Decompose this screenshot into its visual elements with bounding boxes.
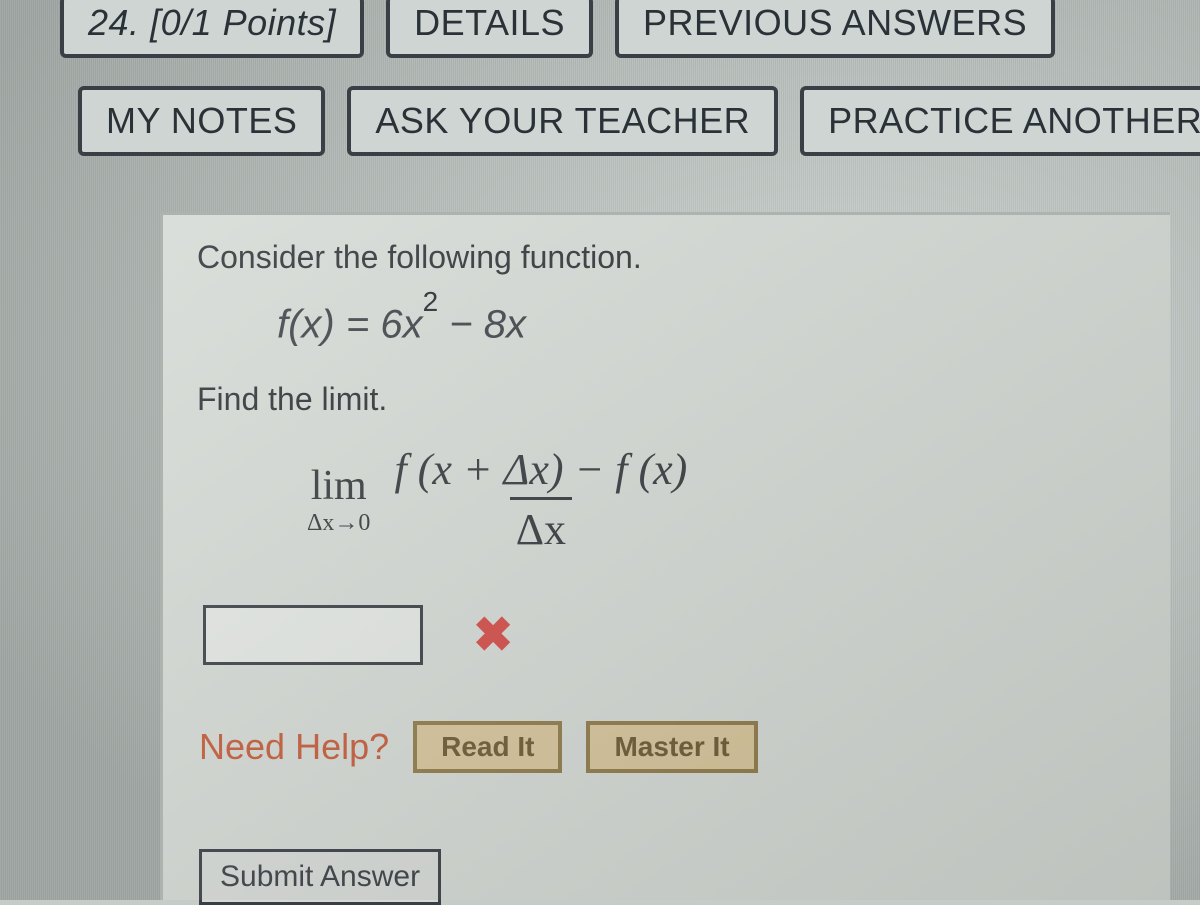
previous-answers-button[interactable]: PREVIOUS ANSWERS	[615, 0, 1055, 58]
submit-answer-button[interactable]: Submit Answer	[199, 849, 441, 905]
practice-another-button[interactable]: PRACTICE ANOTHER	[800, 86, 1200, 156]
question-prompt: Consider the following function.	[197, 239, 1146, 276]
question-number: 24.	[88, 2, 140, 44]
subprompt: Find the limit.	[197, 381, 1146, 418]
top-row-2: MY NOTES ASK YOUR TEACHER PRACTICE ANOTH…	[78, 86, 1200, 156]
answer-row: ✖	[203, 605, 1146, 665]
limit-fraction: f (x + Δx) − f (x) Δx	[388, 444, 693, 555]
read-it-button[interactable]: Read It	[413, 721, 562, 773]
limit-expression: lim Δx→0 f (x + Δx) − f (x) Δx	[307, 444, 1146, 555]
points-text: [0/1 Points]	[150, 2, 336, 44]
top-row-1: 24. [0/1 Points] DETAILS PREVIOUS ANSWER…	[60, 0, 1200, 58]
help-row: Need Help? Read It Master It	[199, 721, 1146, 773]
question-content: Consider the following function. f(x) = …	[160, 212, 1170, 900]
incorrect-icon: ✖	[473, 607, 513, 663]
master-it-button[interactable]: Master It	[586, 721, 757, 773]
my-notes-button[interactable]: MY NOTES	[78, 86, 325, 156]
limit-operator: lim Δx→0	[307, 465, 370, 535]
ask-your-teacher-button[interactable]: ASK YOUR TEACHER	[347, 86, 778, 156]
points-label: 24. [0/1 Points]	[60, 0, 364, 58]
need-help-label: Need Help?	[199, 726, 389, 768]
answer-input[interactable]	[203, 605, 423, 665]
function-definition: f(x) = 6x2 − 8x	[277, 298, 1146, 347]
details-button[interactable]: DETAILS	[386, 0, 593, 58]
